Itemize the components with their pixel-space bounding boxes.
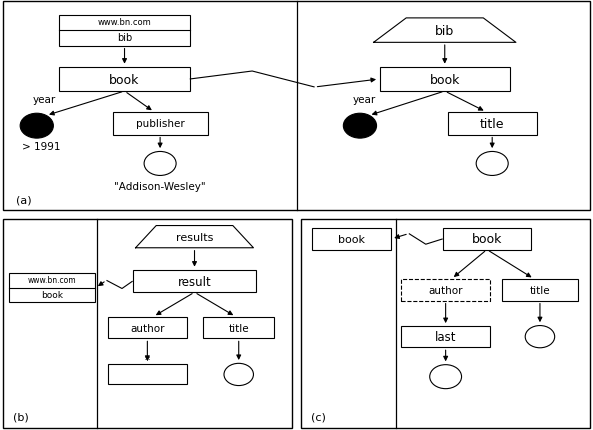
Text: "Addison-Wesley": "Addison-Wesley" xyxy=(114,181,206,191)
Bar xyxy=(59,68,190,92)
Text: author: author xyxy=(130,323,165,333)
Text: (b): (b) xyxy=(13,412,28,422)
Text: author: author xyxy=(428,286,463,295)
Polygon shape xyxy=(374,19,516,43)
Bar xyxy=(203,317,274,339)
Text: results: results xyxy=(176,232,213,242)
Bar xyxy=(502,280,578,301)
Text: (c): (c) xyxy=(311,412,326,422)
Bar xyxy=(311,229,391,250)
Bar xyxy=(443,229,531,250)
Text: publisher: publisher xyxy=(136,119,184,129)
Text: year: year xyxy=(33,95,56,105)
Circle shape xyxy=(525,326,554,348)
Text: bib: bib xyxy=(435,25,454,37)
Text: year: year xyxy=(353,95,377,105)
Text: book: book xyxy=(338,234,365,244)
Bar xyxy=(107,365,187,384)
Bar xyxy=(9,273,95,303)
Bar xyxy=(380,68,510,92)
Text: *: * xyxy=(145,355,150,365)
Text: title: title xyxy=(228,323,249,333)
Text: result: result xyxy=(178,275,211,288)
Bar xyxy=(133,270,256,292)
Bar xyxy=(107,317,187,339)
Text: (a): (a) xyxy=(16,194,31,205)
Bar xyxy=(401,326,490,347)
Polygon shape xyxy=(136,226,253,248)
Text: book: book xyxy=(41,290,63,299)
Text: title: title xyxy=(530,286,550,295)
Text: book: book xyxy=(429,74,460,86)
Text: book: book xyxy=(471,233,502,246)
Circle shape xyxy=(20,114,53,139)
Circle shape xyxy=(144,152,176,176)
Text: last: last xyxy=(435,330,457,344)
Text: > 1991: > 1991 xyxy=(23,141,60,151)
Bar xyxy=(448,113,537,135)
Bar xyxy=(59,15,190,46)
Circle shape xyxy=(430,365,461,389)
Text: book: book xyxy=(109,74,140,86)
Text: title: title xyxy=(480,118,505,131)
Bar xyxy=(113,113,208,135)
Circle shape xyxy=(476,152,508,176)
Circle shape xyxy=(343,114,377,139)
Text: bib: bib xyxy=(117,33,132,43)
Circle shape xyxy=(224,363,253,386)
Bar xyxy=(401,280,490,301)
Text: www.bn.com: www.bn.com xyxy=(98,18,151,27)
Text: www.bn.com: www.bn.com xyxy=(27,276,76,285)
